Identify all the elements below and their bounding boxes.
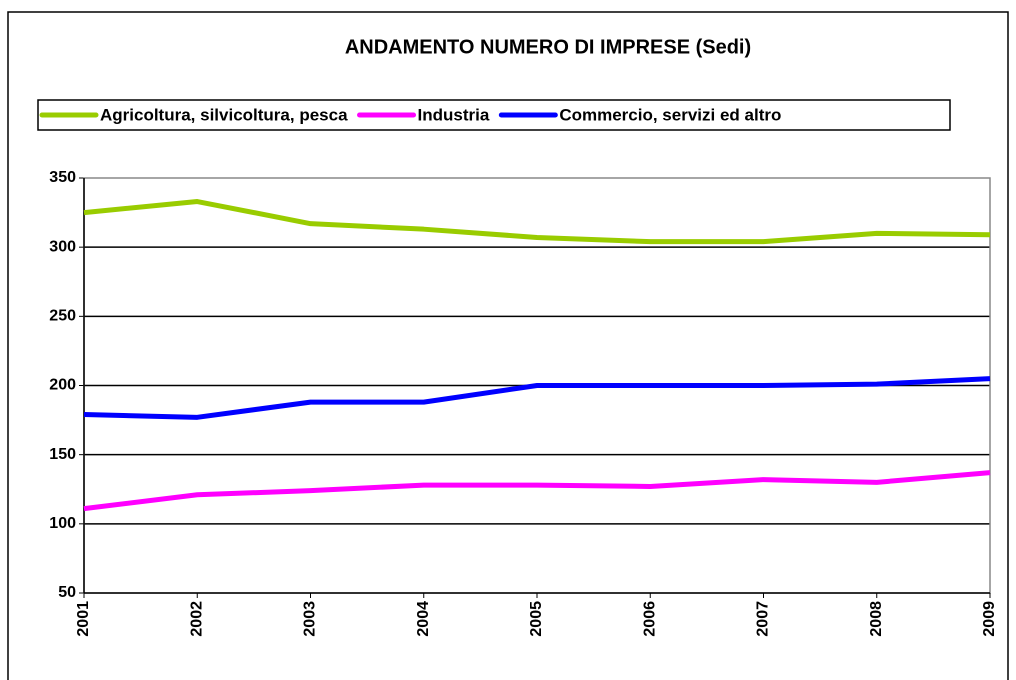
legend-label: Industria xyxy=(418,105,490,124)
x-tick-label: 2009 xyxy=(981,601,998,637)
legend-label: Commercio, servizi ed altro xyxy=(559,105,781,124)
x-tick-label: 2007 xyxy=(755,601,772,637)
legend-label: Agricoltura, silvicoltura, pesca xyxy=(100,105,348,124)
y-tick-label: 200 xyxy=(49,377,76,394)
x-tick-label: 2006 xyxy=(641,601,658,637)
y-tick-label: 100 xyxy=(49,515,76,532)
x-tick-label: 2003 xyxy=(302,601,319,637)
x-tick-label: 2001 xyxy=(75,601,92,637)
y-tick-label: 300 xyxy=(49,238,76,255)
chart-title: ANDAMENTO NUMERO DI IMPRESE (Sedi) xyxy=(345,36,751,58)
series-line xyxy=(83,470,991,512)
y-tick-label: 50 xyxy=(58,584,76,601)
legend-box xyxy=(37,99,951,131)
y-tick-label: 150 xyxy=(49,446,76,463)
x-tick-label: 2008 xyxy=(868,601,885,637)
y-tick-label: 250 xyxy=(49,308,76,325)
y-tick-label: 350 xyxy=(49,169,76,186)
series-line xyxy=(83,376,991,420)
x-tick-label: 2004 xyxy=(415,601,432,637)
series-line xyxy=(83,199,991,245)
x-tick-label: 2005 xyxy=(528,601,545,637)
x-tick-label: 2002 xyxy=(188,601,205,637)
